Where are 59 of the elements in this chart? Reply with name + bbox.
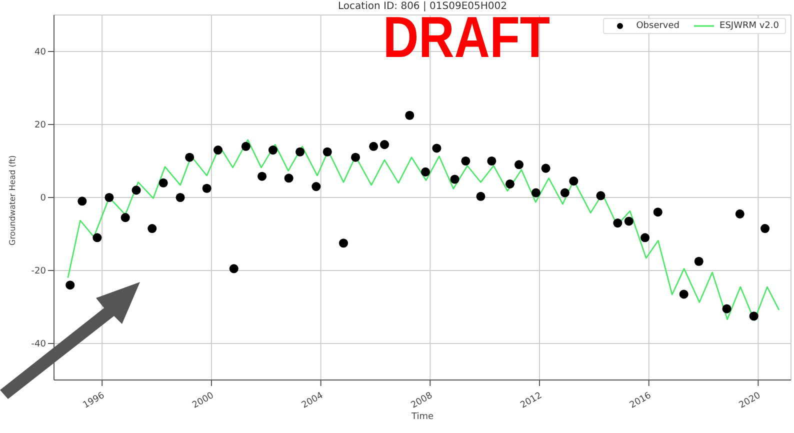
chart-title: Location ID: 806 | 01S09E05H002 xyxy=(337,1,508,12)
point xyxy=(202,184,212,193)
point xyxy=(450,174,460,184)
point xyxy=(613,218,622,228)
point xyxy=(241,142,250,151)
point xyxy=(66,280,75,290)
y-axis-title: Groundwater Head (ft) xyxy=(8,155,17,246)
point xyxy=(148,224,157,234)
point xyxy=(229,264,238,274)
point xyxy=(338,238,348,248)
point xyxy=(104,192,114,202)
point xyxy=(369,142,378,151)
point xyxy=(624,216,634,226)
y-tick-label: -40 xyxy=(31,340,46,350)
point xyxy=(505,179,514,188)
point xyxy=(749,312,758,321)
point xyxy=(487,156,496,166)
point xyxy=(640,233,650,242)
point xyxy=(722,304,732,314)
point xyxy=(694,256,704,266)
point xyxy=(476,192,486,201)
point xyxy=(461,156,470,166)
point xyxy=(514,160,524,170)
point xyxy=(258,172,267,181)
line-series xyxy=(67,139,780,322)
x-axis-title: Time xyxy=(410,412,434,422)
point xyxy=(185,152,194,162)
point xyxy=(420,167,430,176)
point xyxy=(312,182,321,192)
legend-label: Observed xyxy=(635,21,680,31)
point xyxy=(541,164,550,173)
y-tick-label: 40 xyxy=(34,48,46,58)
y-tick-label: 0 xyxy=(40,194,46,204)
point xyxy=(380,140,390,150)
point xyxy=(653,208,662,217)
point xyxy=(214,146,223,155)
y-tick-label: 20 xyxy=(34,120,46,131)
point xyxy=(158,178,168,188)
point xyxy=(176,192,185,202)
point xyxy=(560,188,570,198)
y-tick-label: -20 xyxy=(31,266,46,277)
point xyxy=(351,152,360,162)
point xyxy=(296,147,305,156)
point xyxy=(569,176,578,186)
point xyxy=(132,186,141,195)
point xyxy=(679,290,688,299)
point xyxy=(120,213,130,222)
point xyxy=(92,233,102,242)
point xyxy=(760,224,770,234)
point xyxy=(735,209,744,218)
point xyxy=(322,147,332,156)
legend-label: ESJWRM v2.0 xyxy=(718,21,779,31)
point xyxy=(432,144,442,153)
point xyxy=(78,196,87,206)
point xyxy=(531,188,540,198)
point xyxy=(284,174,294,183)
point xyxy=(405,110,414,120)
point xyxy=(268,146,278,155)
point xyxy=(596,191,606,200)
